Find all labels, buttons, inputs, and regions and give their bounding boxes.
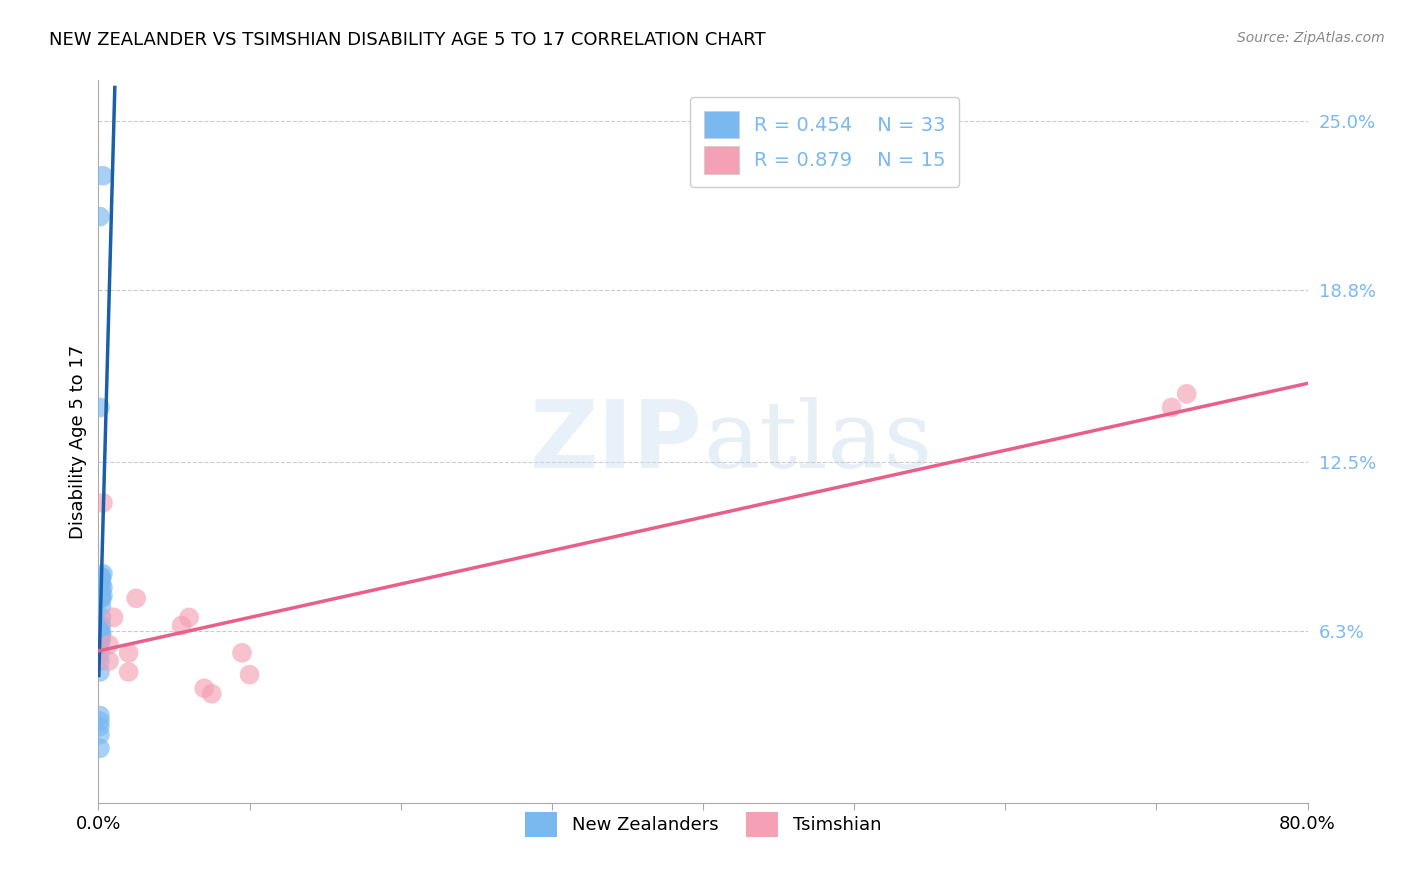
Point: [89, 714, 111, 728]
Point: [89, 569, 111, 583]
Point: [89, 728, 111, 742]
Point: [89, 719, 111, 733]
Point: [179, 610, 201, 624]
Point: [89, 654, 111, 668]
Point: [98, 638, 121, 652]
Point: [118, 646, 141, 660]
Point: [90, 599, 112, 614]
Point: [89, 626, 111, 640]
Point: [201, 687, 224, 701]
Point: [89, 210, 111, 224]
Point: [90, 591, 112, 606]
Point: [89, 708, 111, 723]
Point: [90, 632, 112, 647]
Point: [231, 646, 253, 660]
Point: [89, 401, 111, 415]
Point: [89, 618, 111, 632]
Point: [90, 583, 112, 598]
Point: [1175, 387, 1198, 401]
Point: [89, 638, 111, 652]
Point: [193, 681, 215, 696]
Point: [90, 610, 112, 624]
Point: [89, 632, 111, 647]
Point: [239, 667, 262, 681]
Legend: New Zealanders, Tsimshian: New Zealanders, Tsimshian: [517, 805, 889, 845]
Point: [1160, 401, 1182, 415]
Point: [90, 569, 112, 583]
Point: [91, 566, 114, 581]
Point: [91, 589, 114, 603]
Point: [91, 581, 114, 595]
Point: [90, 618, 112, 632]
Point: [89, 665, 111, 679]
Point: [89, 741, 111, 756]
Text: atlas: atlas: [703, 397, 932, 486]
Point: [91, 169, 114, 183]
Point: [125, 591, 148, 606]
Point: [90, 577, 112, 591]
Text: ZIP: ZIP: [530, 395, 703, 488]
Point: [89, 646, 111, 660]
Point: [90, 591, 112, 606]
Point: [90, 626, 112, 640]
Point: [170, 618, 193, 632]
Y-axis label: Disability Age 5 to 17: Disability Age 5 to 17: [69, 344, 87, 539]
Point: [103, 610, 125, 624]
Text: Source: ZipAtlas.com: Source: ZipAtlas.com: [1237, 31, 1385, 45]
Text: NEW ZEALANDER VS TSIMSHIAN DISABILITY AGE 5 TO 17 CORRELATION CHART: NEW ZEALANDER VS TSIMSHIAN DISABILITY AG…: [49, 31, 766, 49]
Point: [90, 626, 112, 640]
Point: [89, 624, 111, 638]
Point: [91, 496, 114, 510]
Point: [89, 624, 111, 638]
Point: [90, 572, 112, 586]
Point: [118, 665, 141, 679]
Point: [98, 654, 121, 668]
